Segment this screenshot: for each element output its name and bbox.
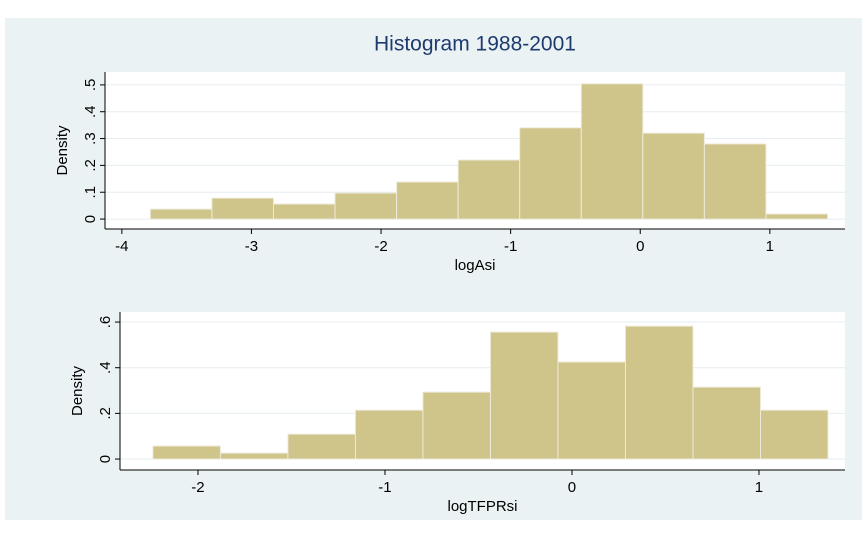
x-tick-label: -3 [245, 238, 258, 255]
x-axis-label: logTFPRsi [447, 498, 517, 515]
bar [422, 391, 491, 460]
bar [557, 361, 626, 460]
bar [642, 132, 705, 220]
bar [489, 331, 559, 460]
bar [759, 409, 829, 460]
bar [354, 409, 424, 460]
y-tick-label: .1 [82, 186, 99, 199]
bar [272, 203, 336, 220]
bar [334, 192, 398, 220]
y-tick-label: .4 [82, 105, 99, 118]
x-tick-label: -1 [504, 238, 517, 255]
bar [519, 127, 582, 220]
bar [580, 83, 644, 220]
y-axis-label: Density [54, 125, 71, 176]
x-tick-label: -1 [378, 479, 391, 496]
bar [765, 213, 829, 220]
bar [211, 197, 274, 220]
y-axis-label: Density [69, 365, 86, 416]
bar [149, 208, 213, 220]
y-tick-label: .2 [82, 159, 99, 172]
y-tick-label: .6 [97, 316, 114, 329]
x-tick-label: 1 [766, 238, 774, 255]
bar [692, 386, 761, 460]
y-tick-label: .4 [97, 361, 114, 374]
y-tick-label: .5 [82, 79, 99, 92]
x-tick-label: -2 [374, 238, 387, 255]
x-axis-label: logAsi [455, 257, 496, 274]
bar [457, 159, 521, 220]
chart-title: Histogram 1988-2001 [374, 33, 576, 56]
x-tick-label: 0 [636, 238, 644, 255]
x-tick-label: -2 [191, 479, 204, 496]
bar [703, 143, 767, 220]
x-tick-label: 1 [755, 479, 763, 496]
y-tick-label: .2 [97, 407, 114, 420]
bar [624, 325, 694, 460]
bar [396, 181, 459, 220]
y-tick-label: 0 [97, 455, 114, 463]
bar [152, 445, 221, 460]
bar [287, 433, 356, 460]
x-tick-label: -4 [115, 238, 128, 255]
x-tick-label: 0 [568, 479, 576, 496]
bar [219, 452, 289, 460]
y-tick-label: .3 [82, 132, 99, 145]
y-tick-label: 0 [82, 215, 99, 223]
